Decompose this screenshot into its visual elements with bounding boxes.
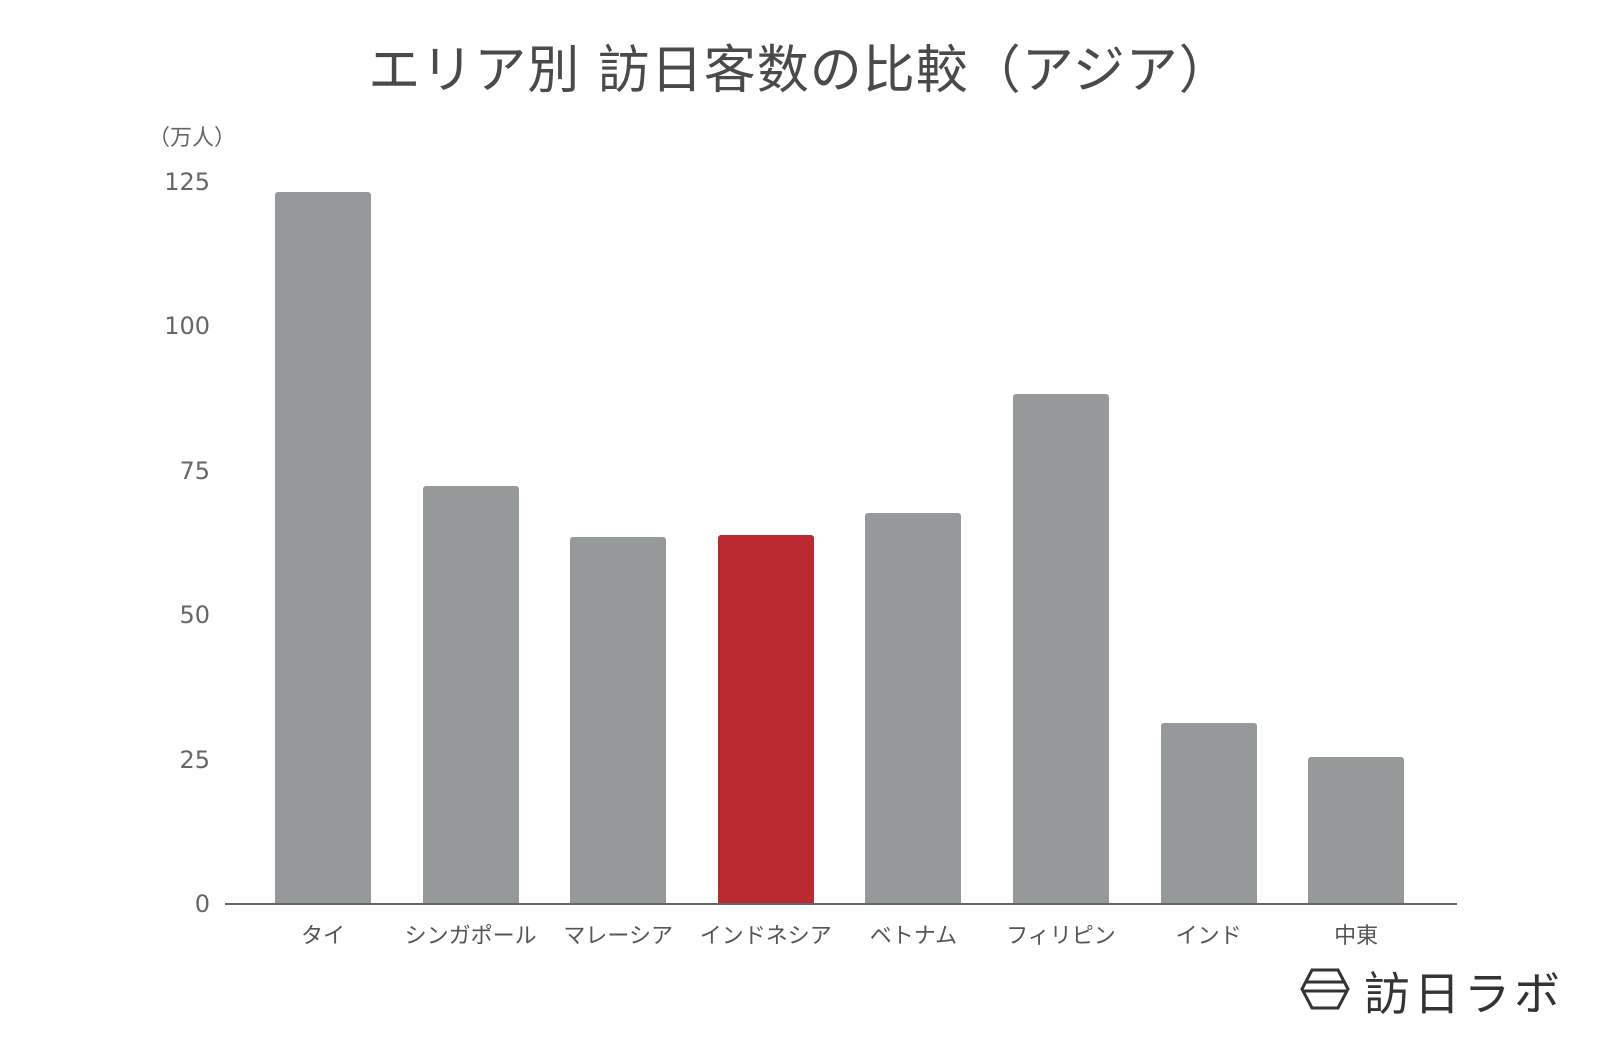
brand-logo-text: 訪日ラボ [1364, 967, 1564, 1021]
x-tick-label: ベトナム [869, 924, 958, 949]
hexagon-logo-icon [1300, 967, 1350, 1015]
bar-3 [717, 534, 814, 904]
bar-0 [275, 191, 371, 904]
bar-1 [422, 485, 519, 904]
chart-title: エリア別 訪日客数の比較（アジア） [368, 41, 1232, 101]
x-tick-label: タイ [300, 924, 345, 949]
x-tick-label: フィリピン [1006, 924, 1116, 949]
bar-6 [1160, 723, 1257, 904]
x-tick-label: マレーシア [563, 924, 673, 949]
plot-area [225, 182, 1457, 904]
y-tick-label: 25 [179, 745, 210, 774]
x-axis-line [225, 903, 1457, 905]
y-tick-label: 75 [179, 456, 210, 485]
bar-2 [570, 537, 667, 904]
x-tick-label: インドネシア [699, 924, 832, 949]
y-tick-label: 50 [179, 601, 210, 630]
y-tick-label: 0 [194, 890, 210, 918]
y-tick-label: 100 [164, 312, 210, 341]
x-tick-label: 中東 [1334, 924, 1379, 949]
bar-5 [1013, 393, 1109, 904]
bar-7 [1308, 757, 1405, 904]
bar-4 [865, 512, 962, 904]
x-tick-label: シンガポール [404, 924, 537, 949]
brand-logo: 訪日ラボ [1300, 958, 1564, 1024]
y-axis-unit-label: （万人） [148, 126, 237, 151]
x-tick-label: インド [1175, 924, 1242, 949]
y-tick-label: 125 [164, 168, 210, 196]
